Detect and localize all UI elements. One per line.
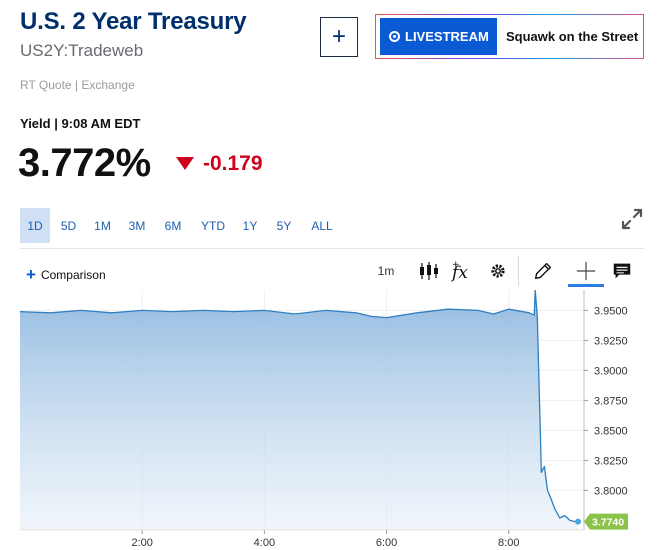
range-3m[interactable]: 3M	[128, 218, 146, 233]
expand-icon[interactable]	[620, 207, 644, 231]
livestream-label: LIVESTREAM	[405, 29, 489, 44]
time-range-selector: 1D 5D 1M 3M 6M YTD 1Y 5Y ALL	[20, 208, 343, 243]
range-ytd[interactable]: YTD	[201, 218, 225, 233]
comment-icon[interactable]	[611, 259, 633, 283]
add-to-watchlist-button[interactable]: +	[320, 17, 358, 57]
livestream-button[interactable]: LIVESTREAM	[380, 18, 497, 55]
range-5d[interactable]: 5D	[60, 218, 77, 233]
range-6m[interactable]: 6M	[164, 218, 182, 233]
x-tick-label: 6:00	[376, 537, 397, 549]
page-title: U.S. 2 Year Treasury	[20, 8, 247, 35]
livestream-show-link[interactable]: Squawk on the Street	[506, 29, 639, 44]
y-tick-label: 3.8000	[594, 485, 628, 497]
range-all[interactable]: ALL	[311, 218, 333, 233]
pencil-icon[interactable]	[532, 259, 554, 283]
range-1d[interactable]: 1D	[20, 208, 50, 243]
range-1m[interactable]: 1M	[94, 218, 111, 233]
last-value-label: 3.7740	[592, 517, 624, 529]
chart-line	[19, 290, 584, 525]
chart-axes: 3.9500 3.9250 3.9000 3.8750 3.8500 3.8250 3.80…	[20, 290, 628, 549]
yield-chart[interactable]: 3.9500 3.9250 3.9000 3.8750 3.8500 3.8250 3.80…	[0, 290, 658, 550]
last-value-badge	[584, 513, 628, 530]
down-arrow-icon	[176, 157, 194, 170]
crosshair-icon[interactable]	[575, 259, 597, 283]
price-value: 3.772%	[18, 141, 151, 185]
x-tick-label: 4:00	[254, 537, 275, 549]
toolbar-divider	[20, 248, 644, 249]
symbol-subtitle: US2Y:Tradeweb	[20, 41, 144, 60]
quote-source: RT Quote | Exchange	[20, 78, 135, 92]
y-tick-label: 3.8750	[594, 395, 628, 407]
range-1y[interactable]: 1Y	[242, 218, 258, 233]
chart-area	[20, 290, 578, 530]
svg-text:+: +	[452, 260, 460, 270]
toolbar-separator	[518, 256, 519, 286]
plus-icon: +	[26, 265, 36, 284]
last-point-marker	[575, 518, 581, 525]
svg-text:fx: fx	[451, 263, 468, 283]
series-area-fill	[20, 290, 578, 530]
y-tick-label: 3.9250	[594, 335, 628, 347]
comparison-button[interactable]: + Comparison	[26, 264, 106, 284]
livestream-banner[interactable]: LIVESTREAM Squawk on the Street	[375, 14, 644, 59]
y-tick-label: 3.8500	[594, 425, 628, 437]
yield-timestamp: Yield | 9:08 AM EDT	[20, 116, 141, 131]
range-5y[interactable]: 5Y	[276, 218, 292, 233]
active-tool-indicator	[568, 284, 604, 287]
function-icon[interactable]: fx +	[451, 259, 475, 283]
y-tick-label: 3.9500	[594, 305, 628, 317]
live-indicator-icon	[389, 31, 400, 42]
gear-icon[interactable]	[487, 259, 509, 283]
y-tick-label: 3.8250	[594, 455, 628, 467]
x-tick-label: 2:00	[131, 537, 152, 549]
y-tick-label: 3.9000	[594, 365, 628, 377]
price-change: -0.179	[203, 152, 263, 175]
candlestick-icon[interactable]	[418, 259, 440, 283]
comparison-label: Comparison	[40, 268, 106, 282]
x-tick-label: 8:00	[498, 537, 519, 549]
series-line	[19, 290, 578, 523]
interval-selector[interactable]: 1m	[377, 264, 395, 278]
